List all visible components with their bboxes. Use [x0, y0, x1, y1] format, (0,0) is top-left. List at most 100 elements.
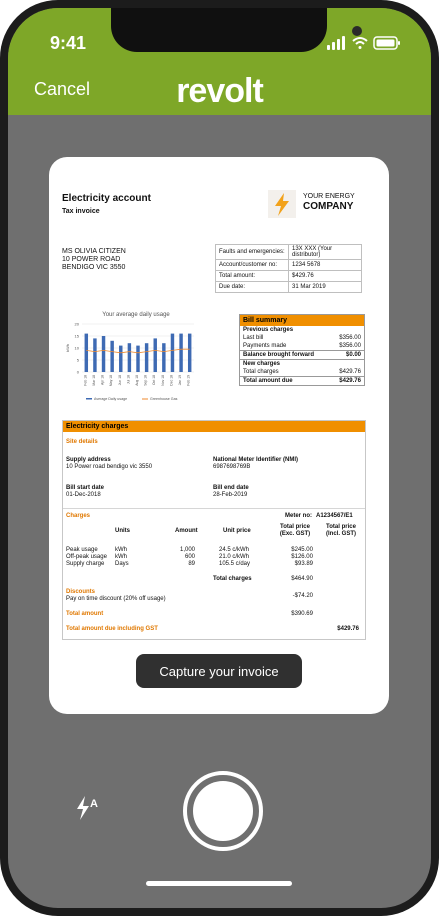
cancel-button[interactable]: Cancel [34, 79, 91, 99]
shutter-button[interactable] [183, 771, 263, 851]
total-due-label: Total amount due [243, 378, 293, 384]
x-tick-label: Apr 18 [101, 375, 105, 385]
charges-title: Electricity charges [63, 421, 365, 432]
row-price: 105.5 c/day [219, 561, 251, 567]
y-tick-label: 20 [75, 322, 80, 327]
bill-summary-row: Last bill $356.00 [240, 334, 364, 342]
col-units: Units [115, 528, 130, 534]
total-amount-value: $390.69 [291, 611, 313, 617]
row-price: 24.5 c/kWh [219, 547, 250, 553]
info-value: 31 Mar 2019 [288, 281, 362, 293]
row-units: Days [115, 561, 129, 567]
usage-bar [179, 333, 183, 372]
row-total: $126.00 [291, 554, 313, 560]
greenhouse-line [86, 348, 190, 354]
nmi-value: 6987698769B [213, 464, 251, 470]
row-total: $245.00 [291, 547, 313, 553]
balance-label: Balance brought forward [243, 352, 315, 358]
last-bill-label: Last bill [243, 335, 264, 341]
discount-value: -$74.20 [292, 593, 313, 599]
x-tick-label: May 18 [109, 375, 113, 386]
row-units: kWh [115, 554, 127, 560]
x-tick-label: Feb 19 [187, 375, 191, 386]
battery-icon [373, 36, 400, 50]
usage-bar [170, 333, 175, 372]
balance-value: $0.00 [345, 352, 361, 358]
divider [63, 508, 365, 509]
y-axis-label: kWh [65, 344, 70, 352]
nmi-label: National Meter Identifier (NMI) [213, 457, 299, 463]
bill-summary-row: Payments made $356.00 [240, 342, 364, 350]
bill-summary-row: New charges [240, 359, 364, 368]
row-name: Peak usage [66, 547, 98, 553]
y-tick-label: 10 [75, 346, 80, 351]
bill-end-date: 28-Feb-2019 [213, 492, 248, 498]
usage-bar [119, 345, 123, 372]
flash-auto-toggle[interactable]: A [74, 794, 102, 828]
supply-address-label: Supply address [66, 457, 111, 463]
col-unit-price: Unit price [223, 528, 251, 534]
electricity-charges: Electricity charges Site details Supply … [62, 420, 366, 640]
usage-bar [93, 338, 97, 372]
row-units: kWh [115, 547, 127, 553]
status-icons [327, 36, 400, 50]
col-amount: Amount [175, 528, 198, 534]
row-name: Off-peak usage [66, 554, 107, 560]
company-tagline: YOUR ENERGY [303, 193, 355, 200]
bill-summary-row: Total amount due $429.76 [240, 376, 364, 385]
shutter-inner [193, 781, 253, 841]
bill-start-label: Bill start date [66, 485, 105, 491]
x-tick-label: Jul 18 [126, 375, 130, 384]
capture-invoice-button[interactable]: Capture your invoice [136, 654, 302, 688]
legend-label: Average Daily usage [94, 397, 127, 401]
company-logo [268, 190, 296, 218]
meter-label: Meter no: [285, 513, 312, 519]
svg-text:A: A [90, 798, 98, 810]
address-line: 10 POWER ROAD [62, 256, 121, 263]
invoice-title: Electricity account [62, 193, 151, 204]
legend-label: Greenhouse Gas [150, 397, 178, 401]
discount-description: Pay on time discount (20% off usage) [66, 596, 166, 602]
x-tick-label: Mar 18 [92, 375, 96, 386]
x-tick-label: Nov 18 [161, 375, 165, 386]
address-line: MS OLIVIA CITIZEN [62, 248, 126, 255]
y-tick-label: 5 [77, 358, 80, 363]
bill-summary-title: Bill summary [240, 315, 364, 326]
charges-heading: Charges [66, 513, 91, 519]
x-tick-label: Aug 18 [135, 375, 139, 386]
x-tick-label: Jun 18 [118, 375, 122, 385]
brand-logo: revolt [176, 72, 264, 110]
usage-bar [84, 333, 89, 372]
total-amount-label: Total amount [66, 611, 104, 617]
x-tick-label: Sep 18 [144, 375, 148, 386]
col-total-excl: Total price (Exc. GST) [279, 524, 311, 537]
bill-start-date: 01-Dec-2018 [66, 492, 101, 498]
info-value: $429.76 [288, 270, 362, 282]
info-label: Due date: [215, 281, 289, 293]
meter-number: A1234567/E1 [316, 513, 353, 519]
col-total-incl: Total price (Incl. GST) [326, 524, 356, 537]
flash-auto-icon: A [77, 796, 98, 820]
bill-summary-row: Balance brought forward $0.00 [240, 350, 364, 359]
total-charges-value: $464.90 [291, 576, 313, 582]
new-charges-label: New charges [243, 361, 281, 367]
total-due-value: $429.76 [337, 626, 359, 632]
payments-label: Payments made [243, 343, 287, 349]
supply-address: 10 Power road bendigo vic 3550 [66, 464, 153, 470]
notch [111, 8, 362, 52]
address-line: BENDIGO VIC 3550 [62, 264, 126, 271]
row-name: Supply charge [66, 561, 105, 567]
usage-bar [153, 338, 157, 372]
info-value: 13X XXX (Your distributor) [288, 244, 362, 260]
usage-bar [144, 343, 149, 372]
row-total: $93.89 [294, 561, 313, 567]
front-camera-icon [352, 26, 362, 36]
previous-charges-label: Previous charges [243, 327, 294, 333]
usage-bar [136, 345, 140, 372]
row-price: 21.0 c/kWh [219, 554, 250, 560]
usage-bar [110, 340, 114, 372]
lightning-icon [275, 193, 289, 216]
total-due-label: Total amount due including GST [66, 626, 158, 632]
bill-summary-row: Total charges $429.76 [240, 368, 364, 376]
